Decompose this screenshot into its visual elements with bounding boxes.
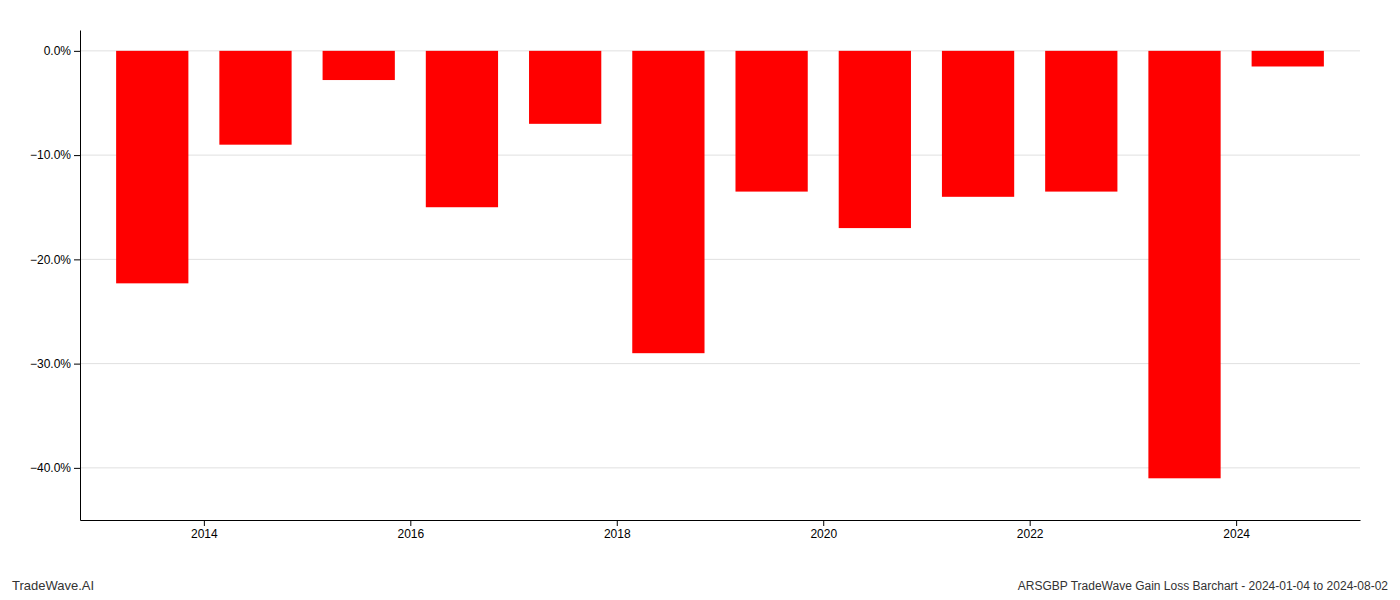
x-tick-mark: [410, 520, 411, 526]
y-tick-mark: [74, 259, 80, 260]
bar: [219, 51, 291, 145]
axis-line: [80, 31, 81, 521]
axis-line: [81, 520, 1361, 521]
x-tick-mark: [1030, 520, 1031, 526]
footer-text: ARSGBP TradeWave Gain Loss Barchart - 20…: [1018, 579, 1389, 593]
x-tick-mark: [1236, 520, 1237, 526]
y-tick-mark: [74, 155, 80, 156]
y-axis: 0.0% −10.0% −20.0% −30.0% −40.0%: [30, 31, 81, 521]
y-tick: −40.0%: [30, 461, 80, 475]
x-tick-label: 2014: [191, 527, 218, 541]
x-tick-mark: [823, 520, 824, 526]
x-tick-label: 2020: [810, 527, 837, 541]
x-tick-label: 2024: [1223, 527, 1250, 541]
chart-container: 2014 2016 2018 2020 2022 2024 0.0% −10.0% −20.0%…: [0, 0, 1400, 600]
x-axis: 2014 2016 2018 2020 2022 2024: [81, 520, 1361, 541]
x-tick: 2018: [604, 520, 631, 541]
y-tick: −10.0%: [30, 148, 80, 162]
bar: [116, 51, 188, 283]
bar: [1148, 51, 1220, 478]
bar: [426, 51, 498, 207]
x-tick: 2022: [1017, 520, 1044, 541]
y-tick-mark: [74, 51, 80, 52]
y-tick: 0.0%: [44, 44, 80, 58]
x-tick-mark: [617, 520, 618, 526]
y-tick-mark: [74, 468, 80, 469]
bar: [323, 51, 395, 80]
bars: [116, 51, 1324, 478]
bar: [735, 51, 807, 192]
y-tick-label: −20.0%: [30, 253, 71, 267]
chart: 2014 2016 2018 2020 2022 2024 0.0% −10.0% −20.0%…: [0, 0, 1400, 600]
x-tick-mark: [204, 520, 205, 526]
bar: [1252, 51, 1324, 67]
bar: [529, 51, 601, 124]
y-tick: −20.0%: [30, 253, 80, 267]
x-tick-label: 2016: [397, 527, 424, 541]
x-tick: 2016: [397, 520, 424, 541]
y-tick-mark: [74, 364, 80, 365]
y-tick-label: 0.0%: [44, 44, 72, 58]
y-tick-label: −10.0%: [30, 148, 71, 162]
x-tick-label: 2018: [604, 527, 631, 541]
y-tick-label: −40.0%: [30, 461, 71, 475]
x-tick: 2024: [1223, 520, 1250, 541]
bar: [632, 51, 704, 353]
x-tick-label: 2022: [1017, 527, 1044, 541]
x-tick: 2020: [810, 520, 837, 541]
bar: [1045, 51, 1117, 192]
y-tick-label: −30.0%: [30, 357, 71, 371]
bar: [942, 51, 1014, 197]
y-tick: −30.0%: [30, 357, 80, 371]
footer-text: TradeWave.AI: [12, 578, 94, 593]
bar: [839, 51, 911, 228]
x-tick: 2014: [191, 520, 218, 541]
